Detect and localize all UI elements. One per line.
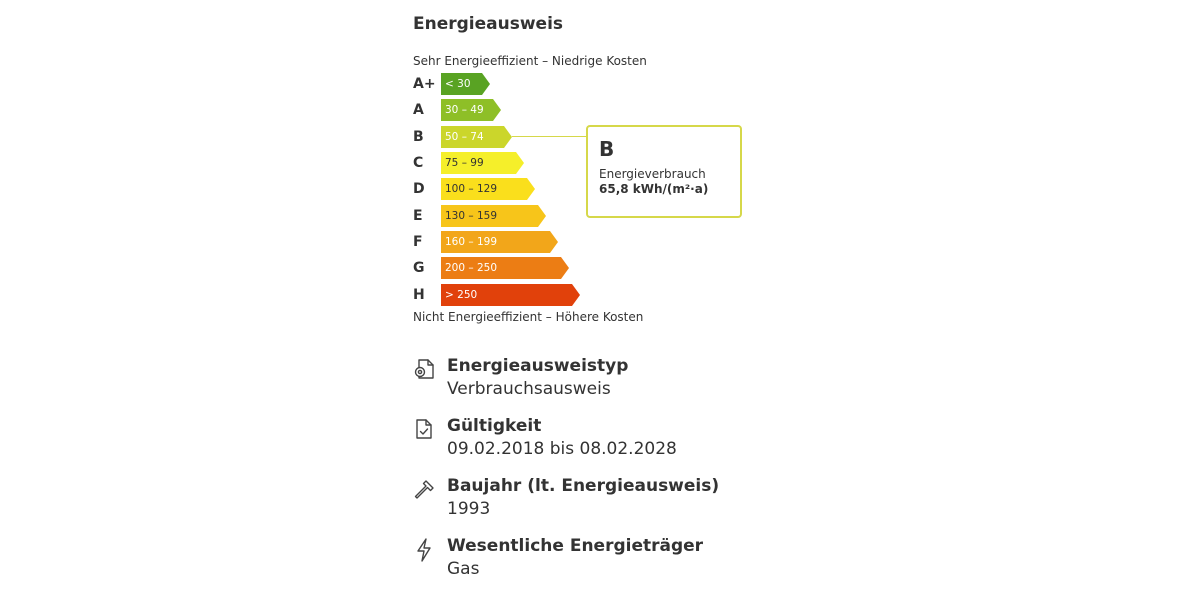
detail-certificate-type: Energieausweistyp Verbrauchsausweis (413, 355, 628, 401)
lightning-icon (413, 535, 447, 571)
rating-letter: G (413, 260, 425, 276)
detail-value: Gas (447, 559, 480, 579)
rating-letter: D (413, 181, 425, 197)
detail-value: Verbrauchsausweis (447, 379, 611, 399)
rating-bar: 130 – 159 (441, 205, 546, 227)
rating-row-c: C 75 – 99 (413, 152, 524, 174)
rating-letter: H (413, 287, 425, 303)
rating-bar: 50 – 74 (441, 126, 512, 148)
rating-letter: E (413, 208, 423, 224)
result-connector-line (512, 136, 587, 137)
rating-row-f: F 160 – 199 (413, 231, 558, 253)
document-check-icon (413, 415, 447, 451)
rating-row-g: G 200 – 250 (413, 257, 569, 279)
rating-row-d: D 100 – 129 (413, 178, 535, 200)
rating-letter: B (413, 129, 424, 145)
result-box: B Energieverbrauch 65,8 kWh/(m²·a) (586, 125, 742, 218)
rating-row-a-plus: A+ < 30 (413, 73, 490, 95)
section-title: Energieausweis (413, 14, 564, 34)
rating-row-e: E 130 – 159 (413, 205, 546, 227)
detail-construction-year: Baujahr (lt. Energieausweis) 1993 (413, 475, 719, 521)
rating-row-b: B 50 – 74 (413, 126, 512, 148)
result-label: Energieverbrauch (599, 167, 706, 181)
rating-bar: 75 – 99 (441, 152, 524, 174)
detail-title: Baujahr (lt. Energieausweis) (447, 476, 720, 496)
scale-top-caption: Sehr Energieeffizient – Niedrige Kosten (413, 54, 647, 68)
scale-bottom-caption: Nicht Energieeffizient – Höhere Kosten (413, 310, 644, 324)
detail-value: 1993 (447, 499, 491, 519)
rating-bar: < 30 (441, 73, 490, 95)
rating-bar: 100 – 129 (441, 178, 535, 200)
rating-row-h: H > 250 (413, 284, 580, 306)
rating-letter: A+ (413, 76, 436, 92)
hammer-icon (413, 475, 447, 511)
detail-title: Wesentliche Energieträger (447, 536, 704, 556)
rating-bar: 30 – 49 (441, 99, 501, 121)
rating-letter: C (413, 155, 424, 171)
rating-row-a: A 30 – 49 (413, 99, 501, 121)
result-value: 65,8 kWh/(m²·a) (599, 182, 709, 196)
document-gear-icon (413, 355, 447, 391)
result-class: B (599, 137, 615, 161)
detail-value: 09.02.2018 bis 08.02.2028 (447, 439, 677, 459)
rating-bar: 200 – 250 (441, 257, 569, 279)
detail-energy-source: Wesentliche Energieträger Gas (413, 535, 703, 581)
rating-letter: F (413, 234, 423, 250)
detail-title: Gültigkeit (447, 416, 542, 436)
rating-letter: A (413, 102, 424, 118)
detail-validity: Gültigkeit 09.02.2018 bis 08.02.2028 (413, 415, 677, 461)
rating-bar: 160 – 199 (441, 231, 558, 253)
rating-bar: > 250 (441, 284, 580, 306)
detail-title: Energieausweistyp (447, 356, 629, 376)
